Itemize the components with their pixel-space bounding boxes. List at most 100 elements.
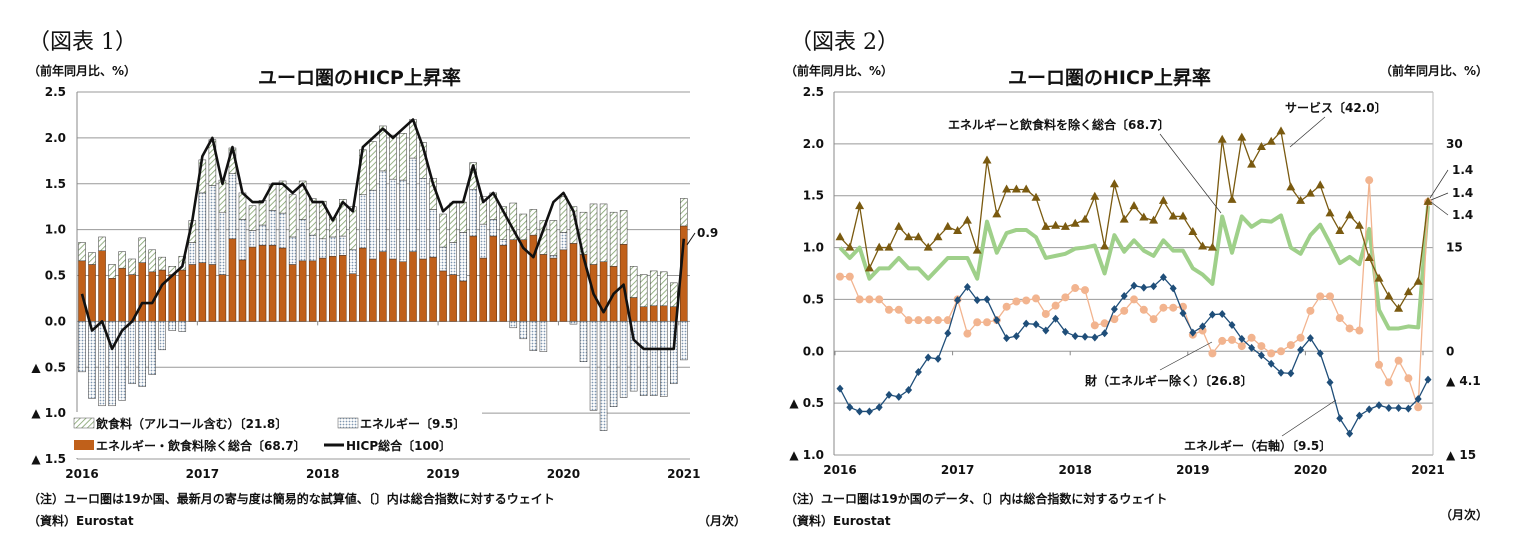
bar-core [258,244,267,322]
point-energy [1150,282,1158,291]
legend-1: 飲食料（アルコール含む）〔21.8〕 エネルギー〔9.5〕 エネルギー・飲食料除… [72,412,482,458]
point-services [1266,136,1276,145]
point-goods [1296,333,1305,342]
bar-energy [670,321,678,385]
source-1: （資料）Eurostat [28,514,134,528]
x-tick-label: 2018 [1058,463,1091,477]
point-goods [943,316,952,325]
bar-energy [288,236,297,265]
annotation-hicp-latest: 0.9 [697,226,718,240]
point-services [1354,220,1364,229]
point-services [1070,218,1080,227]
annotation-latest-core: 1.4 [1452,208,1473,222]
point-goods [1090,321,1099,330]
source-2: （資料）Eurostat [785,514,891,528]
point-energy [1130,281,1138,290]
point-services [904,232,914,241]
leader-latest-1 [1429,169,1449,199]
series-label-energy: エネルギー（右軸）〔9.5〕 [1184,438,1331,453]
bar-core [188,264,197,322]
bar-energy [539,321,548,352]
point-goods [973,318,982,327]
bar-core [409,251,417,322]
point-services [1100,241,1110,250]
point-energy [1395,403,1403,412]
bar-food [439,213,447,248]
point-services [913,232,923,241]
y2-tick-label: 30 [1446,137,1463,151]
point-services [972,245,982,254]
point-goods [1149,315,1158,324]
point-goods [1198,326,1207,335]
line-hicp [80,118,686,351]
point-services [1325,208,1335,217]
bar-energy [489,219,497,237]
bar-food [339,199,347,237]
bar-energy [98,321,106,407]
bar-energy [429,209,437,258]
bar-energy [479,223,487,259]
point-goods [1071,284,1080,293]
point-goods [1286,341,1295,350]
point-services [845,242,855,251]
bar-energy [469,189,477,237]
point-energy [1022,319,1030,328]
y-tick-label: 1.5 [45,177,66,191]
bar-energy [188,242,197,265]
point-goods [1247,333,1256,342]
bar-energy [88,321,96,399]
bar-energy [369,189,377,260]
bar-energy [118,321,126,401]
point-services [1041,221,1051,230]
bar-core [329,255,337,322]
legend-swatch-food [73,417,95,429]
leader-core [1159,133,1222,214]
bar-core [639,306,648,322]
point-services [1237,132,1247,141]
point-energy [846,403,854,412]
bar-core [619,244,628,322]
point-goods [1326,292,1334,301]
bar-energy [148,321,156,375]
bar-core [559,249,568,322]
point-energy [1091,333,1099,342]
bar-energy [459,232,467,282]
point-goods [1139,305,1148,314]
point-energy [993,316,1001,325]
bar-core [629,297,638,322]
bar-food [118,251,126,269]
bar-core [308,260,317,322]
bar-food [108,264,116,279]
point-goods [1365,176,1374,185]
point-energy [924,353,932,362]
point-energy [1306,334,1314,343]
bar-core [379,251,387,322]
point-services [1178,211,1188,220]
bar-core [138,262,146,322]
point-goods [1335,314,1344,323]
bar-food [258,200,267,226]
point-energy [983,295,991,304]
point-energy [1101,329,1109,338]
leader-latest-3 [1430,201,1449,216]
y-tick-label: 2.0 [803,137,824,151]
bar-food [599,203,608,262]
bar-food [519,213,528,240]
bar-food [329,217,337,238]
point-goods [845,272,854,281]
point-goods [1277,347,1285,356]
point-goods [1404,374,1413,383]
bar-food [278,180,287,214]
point-goods [934,316,942,325]
annotation-latest-services: 1.4 [1452,163,1473,177]
point-goods [1002,302,1011,311]
point-energy [1179,309,1187,318]
bar-energy [128,321,136,385]
bar-core [469,235,477,322]
bar-core [218,274,227,322]
point-services [1315,180,1325,189]
figure-label-2: （図表 2） [790,30,899,55]
bar-energy [409,157,417,252]
y-tick-label: 2.5 [803,85,824,99]
point-energy [1012,332,1020,341]
